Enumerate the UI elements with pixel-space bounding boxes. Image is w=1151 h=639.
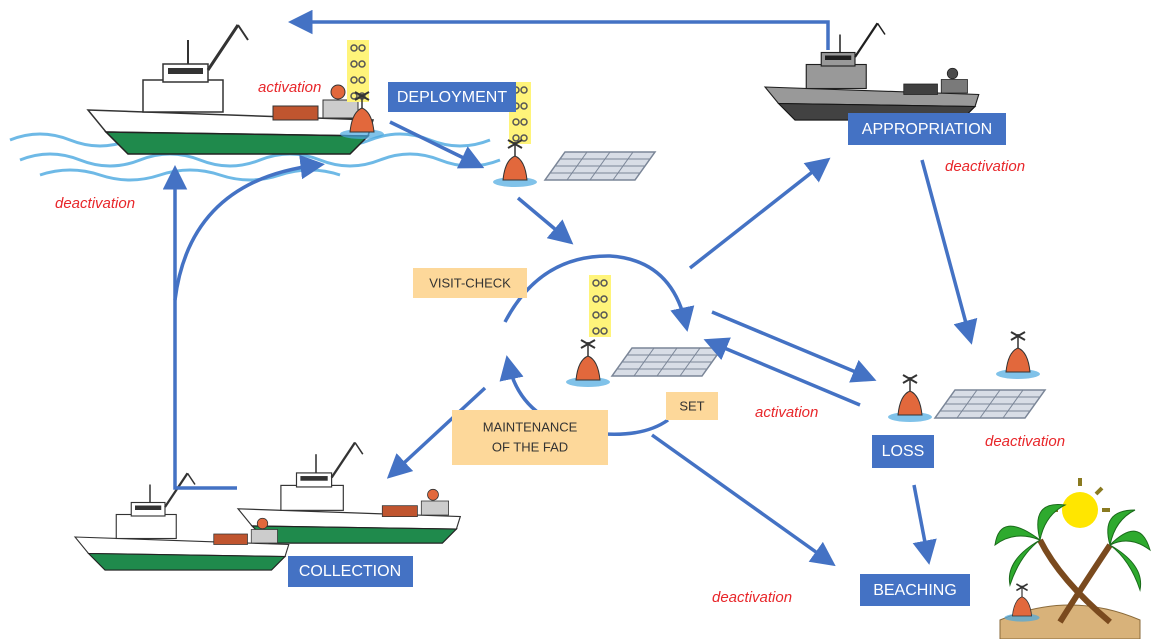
arrows-part [175, 165, 318, 300]
island-part-part [1110, 545, 1141, 590]
status-label: deactivation [945, 158, 1025, 175]
status-label: deactivation [55, 195, 135, 212]
fad-buoys-part [566, 340, 610, 387]
arrows-part [295, 22, 828, 50]
action-label: VISIT-CHECK [429, 275, 511, 290]
arrows-part [690, 162, 825, 268]
arrows-part [922, 160, 970, 338]
fad-buoys-part [493, 140, 537, 187]
status-label: activation [258, 79, 321, 96]
island-part [1004, 584, 1039, 622]
island [995, 478, 1150, 639]
island-part-part [1038, 504, 1065, 540]
arrows-part [518, 198, 568, 240]
fad-buoys-part [888, 375, 932, 422]
fad-lifecycle-diagram: DEPLOYMENT APPROPRIATION LOSS COLLECTION… [0, 0, 1151, 639]
fad-buoys-part [545, 152, 655, 180]
stage-label: APPROPRIATION [862, 121, 992, 138]
stage-label: DEPLOYMENT [397, 89, 507, 106]
fad-buoys-part [612, 348, 722, 376]
boats-part [88, 25, 373, 154]
action-boxes-part [452, 410, 608, 465]
island-part-part [1110, 531, 1150, 550]
stage-label: LOSS [882, 443, 925, 460]
stage-label: COLLECTION [299, 563, 401, 580]
fad-buoys-part [996, 332, 1040, 379]
arrows-part [652, 435, 830, 562]
action-label: SET [679, 398, 704, 413]
island-part-part [1009, 540, 1040, 585]
status-label: activation [755, 404, 818, 421]
fad-buoys-part [589, 275, 611, 337]
island-part-part [1096, 488, 1102, 494]
fad-buoys-part [935, 390, 1045, 418]
stage-label: BEACHING [873, 582, 957, 599]
arrows-part [914, 485, 928, 558]
waves-part [20, 154, 500, 166]
waves-part [40, 170, 340, 180]
status-label: deactivation [712, 589, 792, 606]
arrows-part [710, 342, 860, 405]
status-label: deactivation [985, 433, 1065, 450]
action-label: OF THE FAD [492, 439, 568, 454]
arrows-part [712, 312, 870, 378]
boats-part [765, 23, 979, 120]
island-part-part [995, 526, 1040, 545]
action-label: MAINTENANCE [483, 419, 578, 434]
island-part [1062, 492, 1098, 528]
boats-part [238, 443, 460, 544]
